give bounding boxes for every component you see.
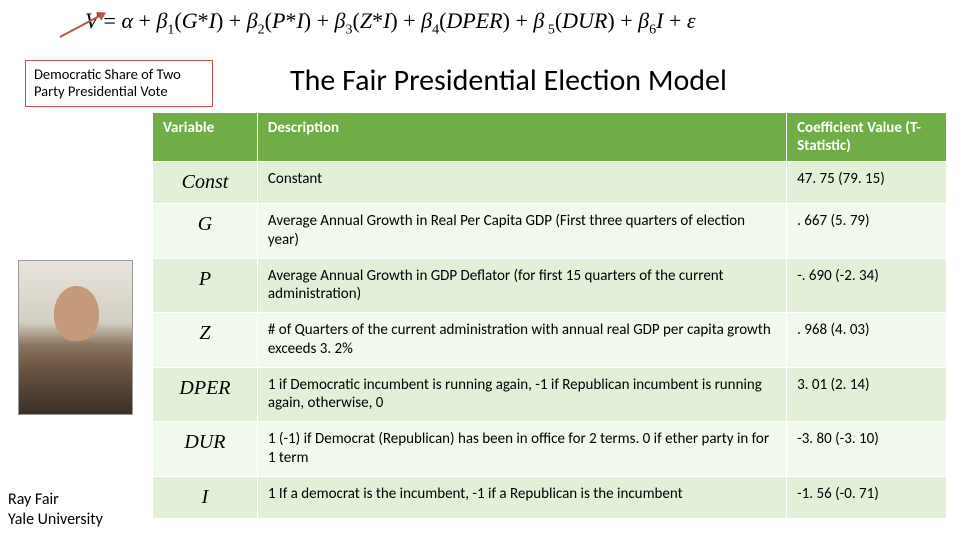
author-affiliation: Yale University xyxy=(8,510,103,530)
table-row: G Average Annual Growth in Real Per Capi… xyxy=(153,204,947,259)
cell-description: 1 If a democrat is the incumbent, -1 if … xyxy=(257,476,786,518)
cell-coefficient: -3. 80 (-3. 10) xyxy=(787,422,947,477)
cell-coefficient: -1. 56 (-0. 71) xyxy=(787,476,947,518)
cell-description: Average Annual Growth in GDP Deflator (f… xyxy=(257,258,786,313)
cell-coefficient: 3. 01 (2. 14) xyxy=(787,367,947,422)
cell-coefficient: 47. 75 (79. 15) xyxy=(787,162,947,204)
cell-description: Constant xyxy=(257,162,786,204)
header-variable: Variable xyxy=(153,113,258,162)
author-photo xyxy=(18,260,133,415)
cell-description: # of Quarters of the current administrat… xyxy=(257,313,786,368)
table-row: Const Constant 47. 75 (79. 15) xyxy=(153,162,947,204)
cell-variable: DPER xyxy=(153,367,258,422)
table-row: P Average Annual Growth in GDP Deflator … xyxy=(153,258,947,313)
cell-description: Average Annual Growth in Real Per Capita… xyxy=(257,204,786,259)
cell-coefficient: -. 690 (-2. 34) xyxy=(787,258,947,313)
cell-variable: G xyxy=(153,204,258,259)
header-description: Description xyxy=(257,113,786,162)
callout-box: Democratic Share of Two Party Presidenti… xyxy=(25,60,213,107)
table-row: Z # of Quarters of the current administr… xyxy=(153,313,947,368)
cell-variable: I xyxy=(153,476,258,518)
cell-variable: DUR xyxy=(153,422,258,477)
cell-variable: P xyxy=(153,258,258,313)
callout-text: Democratic Share of Two Party Presidenti… xyxy=(34,65,181,100)
header-coefficient: Coefficient Value (T-Statistic) xyxy=(787,113,947,162)
page-title: The Fair Presidential Election Model xyxy=(290,62,727,99)
cell-coefficient: . 667 (5. 79) xyxy=(787,204,947,259)
cell-description: 1 (-1) if Democrat (Republican) has been… xyxy=(257,422,786,477)
table-row: DUR 1 (-1) if Democrat (Republican) has … xyxy=(153,422,947,477)
author-caption: Ray Fair Yale University xyxy=(8,490,103,530)
author-name: Ray Fair xyxy=(8,490,103,510)
table-row: I 1 If a democrat is the incumbent, -1 i… xyxy=(153,476,947,518)
table-row: DPER 1 if Democratic incumbent is runnin… xyxy=(153,367,947,422)
model-table: Variable Description Coefficient Value (… xyxy=(152,112,947,519)
cell-variable: Z xyxy=(153,313,258,368)
cell-coefficient: . 968 (4. 03) xyxy=(787,313,947,368)
regression-equation: V = α + β1(G*I) + β2(P*I) + β3(Z*I) + β4… xyxy=(85,8,696,38)
cell-variable: Const xyxy=(153,162,258,204)
cell-description: 1 if Democratic incumbent is running aga… xyxy=(257,367,786,422)
